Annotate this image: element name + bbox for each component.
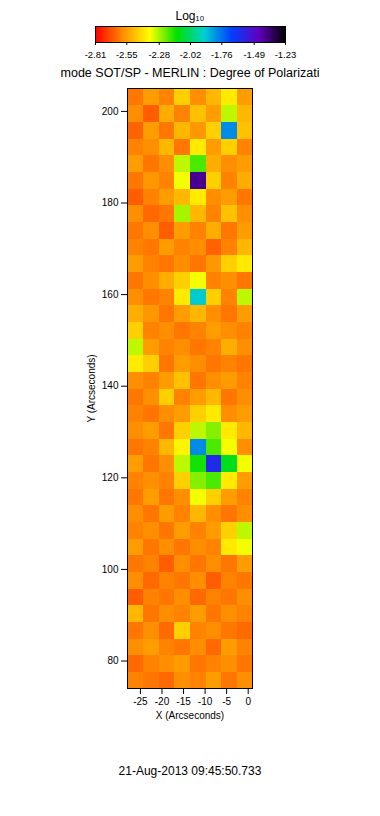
- svg-text:140: 140: [102, 380, 119, 391]
- svg-text:100: 100: [102, 564, 119, 575]
- svg-text:-2.28: -2.28: [148, 49, 170, 60]
- svg-text:-25: -25: [133, 696, 148, 707]
- svg-text:-2.81: -2.81: [85, 49, 107, 60]
- svg-text:-10: -10: [198, 696, 213, 707]
- svg-text:-1.23: -1.23: [275, 49, 297, 60]
- html-text:21-Aug-2013 09:45:50.733: 21-Aug-2013 09:45:50.733: [118, 764, 262, 778]
- svg-text:-1.76: -1.76: [211, 49, 233, 60]
- svg-text:-1.49: -1.49: [243, 49, 265, 60]
- html-text:mode SOT/SP - MERLIN : Degree: mode SOT/SP - MERLIN : Degree of Polariz…: [60, 66, 320, 80]
- svg-text:-5: -5: [222, 696, 231, 707]
- svg-text:180: 180: [102, 197, 119, 208]
- svg-text:Y (Arcseconds): Y (Arcseconds): [86, 354, 97, 422]
- svg-text:200: 200: [102, 106, 119, 117]
- svg-text:-2.55: -2.55: [116, 49, 138, 60]
- svg-text:X (Arcseconds): X (Arcseconds): [156, 710, 224, 721]
- svg-text:80: 80: [107, 655, 119, 666]
- svg-text:-20: -20: [155, 696, 170, 707]
- svg-text:160: 160: [102, 289, 119, 300]
- html-text:Log₁₀: Log₁₀: [175, 9, 205, 23]
- svg-text:0: 0: [245, 696, 251, 707]
- svg-text:-2.02: -2.02: [180, 49, 202, 60]
- svg-text:120: 120: [102, 472, 119, 483]
- svg-text:-15: -15: [176, 696, 191, 707]
